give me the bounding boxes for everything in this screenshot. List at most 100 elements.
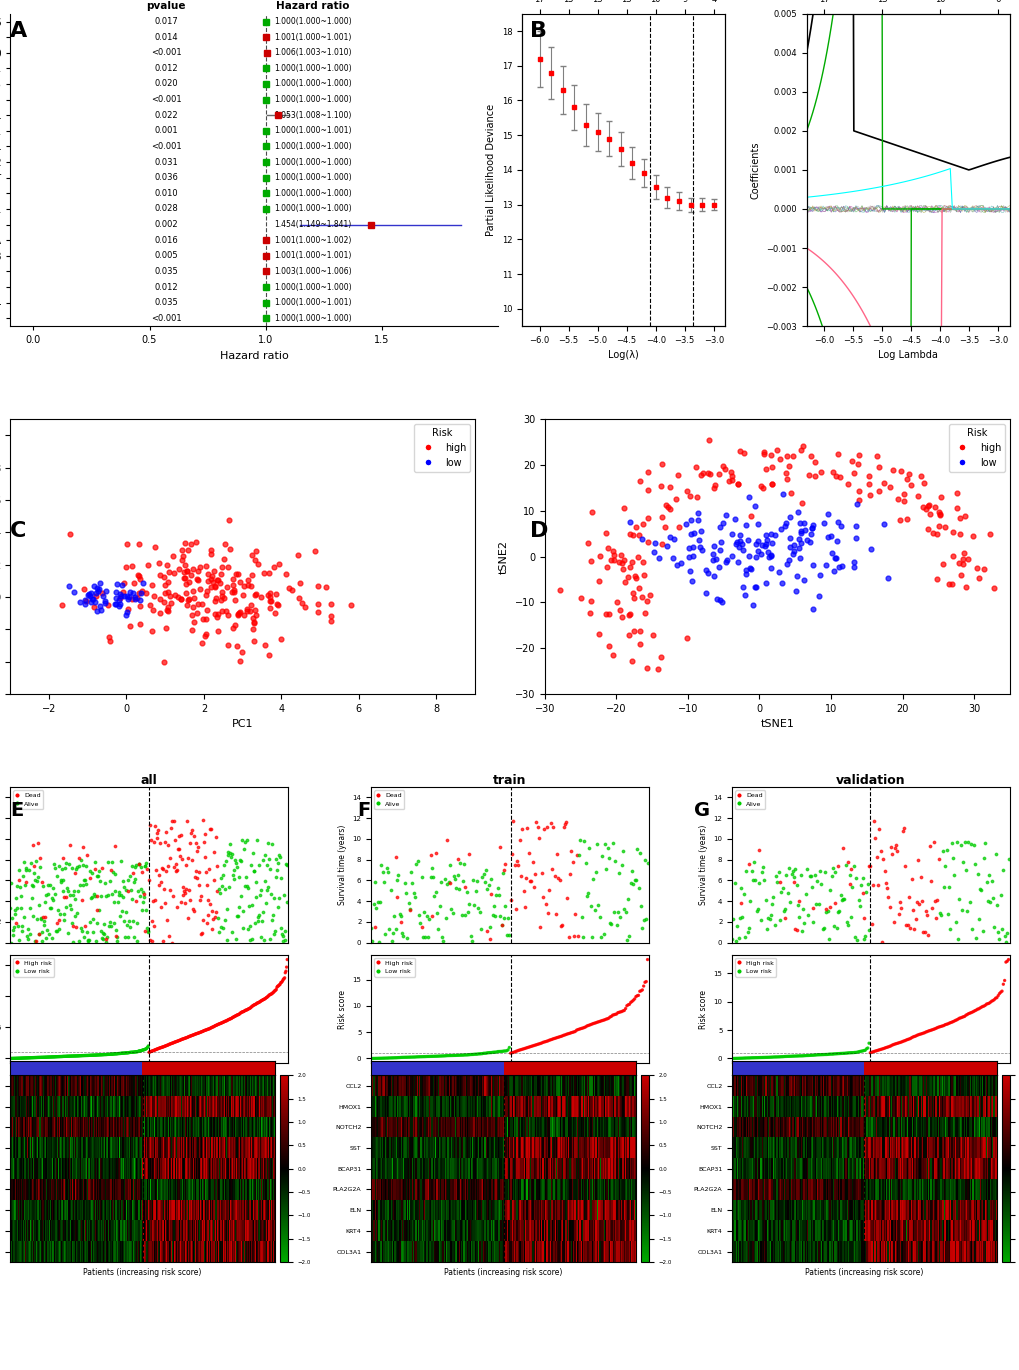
Point: [261, 582, 277, 604]
Point: [864, 1041, 880, 1063]
Point: [156, 1036, 172, 1058]
Point: [978, 993, 995, 1015]
Point: [83, 582, 99, 604]
Point: [766, 523, 783, 545]
Point: [79, 930, 96, 952]
Point: [748, 900, 764, 922]
Point: [791, 537, 807, 559]
Point: [246, 993, 262, 1015]
Point: [237, 999, 254, 1021]
Text: 0.010: 0.010: [154, 189, 178, 197]
Point: [993, 980, 1009, 1001]
Point: [166, 829, 182, 851]
Point: [238, 999, 255, 1021]
Point: [859, 873, 875, 895]
Point: [224, 1007, 240, 1029]
Point: [270, 896, 286, 918]
Point: [59, 880, 75, 901]
Point: [212, 1012, 228, 1034]
Point: [609, 1001, 626, 1023]
Point: [82, 1044, 98, 1066]
Point: [118, 533, 135, 555]
Point: [857, 1038, 873, 1060]
Point: [13, 921, 30, 943]
Point: [180, 538, 197, 560]
Point: [777, 552, 794, 574]
Point: [500, 925, 517, 947]
Point: [201, 1018, 217, 1040]
Point: [110, 589, 126, 611]
Point: [594, 845, 610, 867]
Point: [37, 907, 53, 929]
Point: [597, 859, 613, 881]
Point: [549, 867, 566, 889]
Point: [11, 1047, 28, 1069]
Point: [363, 1048, 379, 1070]
Point: [553, 914, 570, 936]
Point: [363, 917, 379, 938]
Point: [204, 566, 220, 588]
Point: [163, 1033, 179, 1055]
Point: [922, 1019, 938, 1041]
Point: [533, 863, 549, 885]
Point: [105, 1043, 121, 1064]
Point: [2, 1048, 18, 1070]
Point: [747, 545, 763, 567]
Point: [189, 601, 205, 623]
Point: [183, 819, 200, 841]
Point: [883, 843, 900, 864]
Point: [726, 871, 742, 893]
Point: [184, 849, 201, 871]
Point: [945, 521, 961, 543]
Point: [585, 1012, 601, 1034]
Point: [8, 1047, 24, 1069]
Point: [427, 881, 443, 903]
Point: [135, 571, 151, 593]
Point: [959, 548, 975, 570]
Point: [544, 1028, 560, 1049]
Point: [196, 1019, 212, 1041]
Point: [127, 890, 144, 912]
X-axis label: Patients (increasing risk score): Patients (increasing risk score): [84, 1267, 202, 1277]
Point: [203, 567, 219, 589]
Point: [798, 858, 814, 880]
Point: [396, 1047, 413, 1069]
Point: [260, 585, 276, 607]
Point: [245, 843, 261, 864]
Point: [57, 1045, 73, 1067]
Point: [44, 927, 60, 949]
Point: [84, 1044, 100, 1066]
Point: [127, 855, 144, 877]
Point: [277, 962, 293, 984]
Point: [894, 821, 910, 843]
Point: [217, 878, 233, 900]
Point: [64, 1045, 81, 1067]
Point: [140, 921, 156, 943]
Point: [165, 811, 181, 833]
Point: [228, 1004, 245, 1026]
Point: [10, 915, 26, 937]
Point: [504, 1041, 521, 1063]
Point: [83, 1044, 99, 1066]
Point: [407, 1047, 423, 1069]
Point: [30, 832, 46, 854]
Point: [40, 1047, 56, 1069]
Point: [140, 1034, 156, 1056]
Point: [684, 536, 700, 558]
Point: [400, 892, 417, 914]
Point: [216, 908, 232, 930]
Point: [203, 818, 219, 840]
Point: [59, 1045, 75, 1067]
Point: [976, 995, 993, 1017]
Point: [933, 1015, 950, 1037]
Point: [931, 1015, 948, 1037]
Point: [272, 867, 288, 889]
Point: [848, 527, 864, 549]
Point: [953, 899, 969, 921]
Point: [614, 1000, 631, 1022]
Point: [776, 1045, 793, 1067]
Point: [243, 915, 259, 937]
Point: [206, 575, 222, 597]
Point: [745, 851, 761, 873]
Point: [948, 482, 964, 504]
